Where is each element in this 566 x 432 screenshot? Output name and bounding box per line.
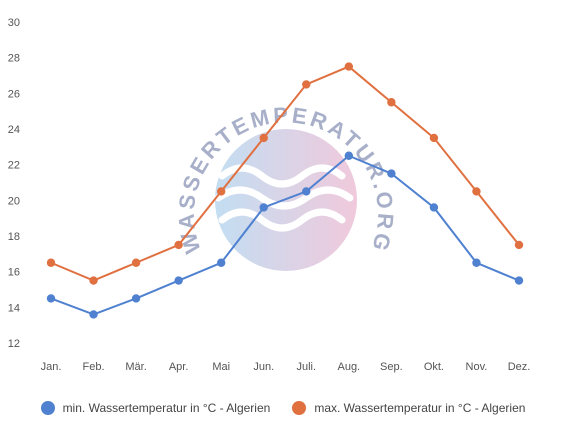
y-tick-label: 22 — [8, 160, 20, 172]
data-point[interactable] — [46, 294, 56, 303]
data-point[interactable] — [131, 258, 141, 267]
data-point[interactable] — [89, 276, 98, 285]
data-point[interactable] — [302, 80, 311, 89]
chart-legend: min. Wassertemperatur in °C - Algerien ma… — [0, 396, 566, 420]
x-tick-label: Sep. — [380, 361, 403, 373]
y-tick-label: 26 — [8, 88, 20, 100]
y-tick-label: 20 — [8, 195, 20, 207]
x-tick-label: Okt. — [424, 361, 444, 373]
y-tick-label: 14 — [8, 302, 20, 314]
series-line-1 — [50, 154, 520, 316]
data-point[interactable] — [131, 294, 141, 303]
data-point[interactable] — [514, 276, 524, 285]
data-point[interactable] — [259, 133, 268, 143]
watermark-logo: WASSERTEMPERATUR.ORG — [174, 102, 395, 271]
data-point[interactable] — [216, 187, 226, 196]
data-point[interactable] — [344, 62, 354, 71]
data-point[interactable] — [429, 203, 439, 212]
data-point[interactable] — [46, 258, 56, 267]
x-tick-label: Apr. — [169, 361, 189, 373]
legend-item-1[interactable]: min. Wassertemperatur in °C - Algerien — [40, 401, 271, 415]
x-tick-label: Mai — [212, 361, 230, 373]
x-tick-label: Feb. — [83, 361, 105, 373]
data-point[interactable] — [429, 133, 439, 143]
x-tick-label: Jun. — [253, 361, 274, 373]
legend-label: max. Wassertemperatur in °C - Algerien — [314, 401, 526, 415]
legend-label: min. Wassertemperatur in °C - Algerien — [62, 401, 271, 415]
x-tick-label: Juli. — [296, 361, 316, 373]
legend-marker — [40, 401, 55, 415]
data-point[interactable] — [387, 169, 396, 178]
data-point[interactable] — [174, 240, 183, 250]
y-tick-label: 28 — [8, 53, 20, 65]
x-tick-label: Aug. — [337, 361, 360, 373]
data-point[interactable] — [472, 187, 481, 196]
data-point[interactable] — [216, 258, 226, 267]
y-tick-label: 24 — [8, 124, 20, 136]
x-tick-label: Mär. — [125, 361, 146, 373]
data-point[interactable] — [514, 240, 524, 250]
legend-item-2[interactable]: max. Wassertemperatur in °C - Algerien — [292, 401, 525, 415]
y-tick-label: 12 — [8, 338, 20, 350]
data-point[interactable] — [302, 187, 311, 196]
legend-marker — [292, 401, 307, 415]
data-point[interactable] — [387, 98, 396, 107]
data-point[interactable] — [89, 310, 98, 319]
data-point[interactable] — [472, 258, 481, 267]
x-tick-label: Dez. — [508, 361, 531, 373]
y-tick-label: 18 — [8, 231, 20, 243]
data-point[interactable] — [259, 203, 268, 212]
data-point[interactable] — [174, 276, 183, 285]
data-point[interactable] — [344, 151, 354, 160]
x-tick-label: Jan. — [41, 361, 62, 373]
series-line-2 — [50, 65, 520, 282]
y-tick-label: 16 — [8, 267, 20, 279]
x-tick-label: Nov. — [466, 361, 488, 373]
y-tick-label: 30 — [8, 17, 20, 29]
